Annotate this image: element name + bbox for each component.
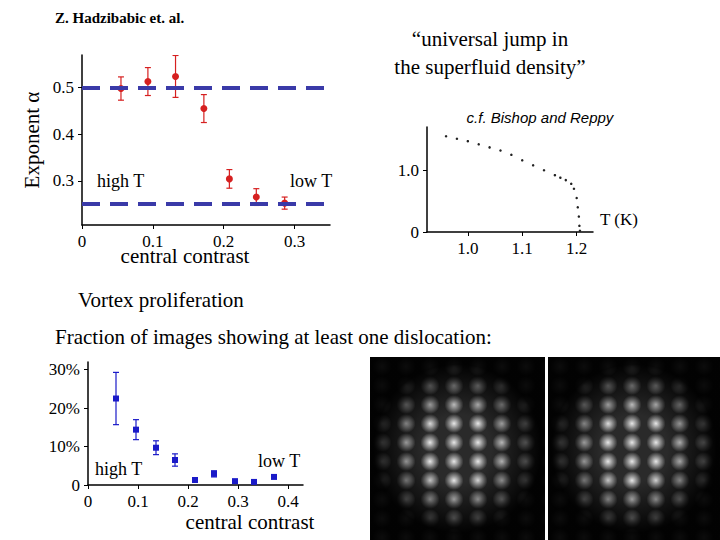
svg-text:high T: high T	[95, 459, 142, 479]
svg-text:0: 0	[78, 232, 87, 251]
svg-text:1.1: 1.1	[512, 239, 533, 258]
svg-text:0.4: 0.4	[53, 125, 75, 144]
svg-text:T (K): T (K)	[600, 210, 638, 229]
svg-text:0: 0	[84, 492, 93, 511]
svg-text:Fraction of images showing at: Fraction of images showing at least one …	[55, 325, 492, 349]
svg-text:high T: high T	[97, 171, 144, 191]
svg-text:30%: 30%	[49, 360, 80, 379]
svg-text:low T: low T	[258, 451, 300, 471]
svg-text:Vortex proliferation: Vortex proliferation	[78, 288, 244, 312]
svg-text:0: 0	[72, 476, 81, 495]
svg-text:0.1: 0.1	[142, 232, 163, 251]
svg-text:central contrast: central contrast	[186, 510, 315, 534]
svg-text:0.2: 0.2	[213, 232, 234, 251]
svg-text:the superfluid density”: the superfluid density”	[394, 55, 585, 79]
svg-text:0.3: 0.3	[53, 171, 74, 190]
svg-text:1.2: 1.2	[566, 239, 587, 258]
svg-text:0: 0	[411, 223, 420, 242]
svg-text:20%: 20%	[49, 399, 80, 418]
svg-text:0.1: 0.1	[127, 492, 148, 511]
svg-text:0.3: 0.3	[227, 492, 248, 511]
svg-text:0.3: 0.3	[284, 232, 305, 251]
svg-text:0.4: 0.4	[277, 492, 299, 511]
svg-text:0.2: 0.2	[177, 492, 198, 511]
svg-text:0.5: 0.5	[53, 78, 74, 97]
svg-text:1.0: 1.0	[398, 161, 419, 180]
svg-text:Z. Hadzibabic et. al.: Z. Hadzibabic et. al.	[55, 10, 184, 26]
svg-text:central contrast: central contrast	[120, 243, 250, 268]
svg-text:“universal jump in: “universal jump in	[412, 27, 569, 51]
svg-text:Exponent α: Exponent α	[20, 92, 44, 189]
svg-text:10%: 10%	[49, 437, 80, 456]
svg-text:low T: low T	[290, 171, 332, 191]
svg-text:c.f. Bishop and Reppy: c.f. Bishop and Reppy	[467, 109, 615, 126]
svg-text:1.0: 1.0	[457, 239, 478, 258]
